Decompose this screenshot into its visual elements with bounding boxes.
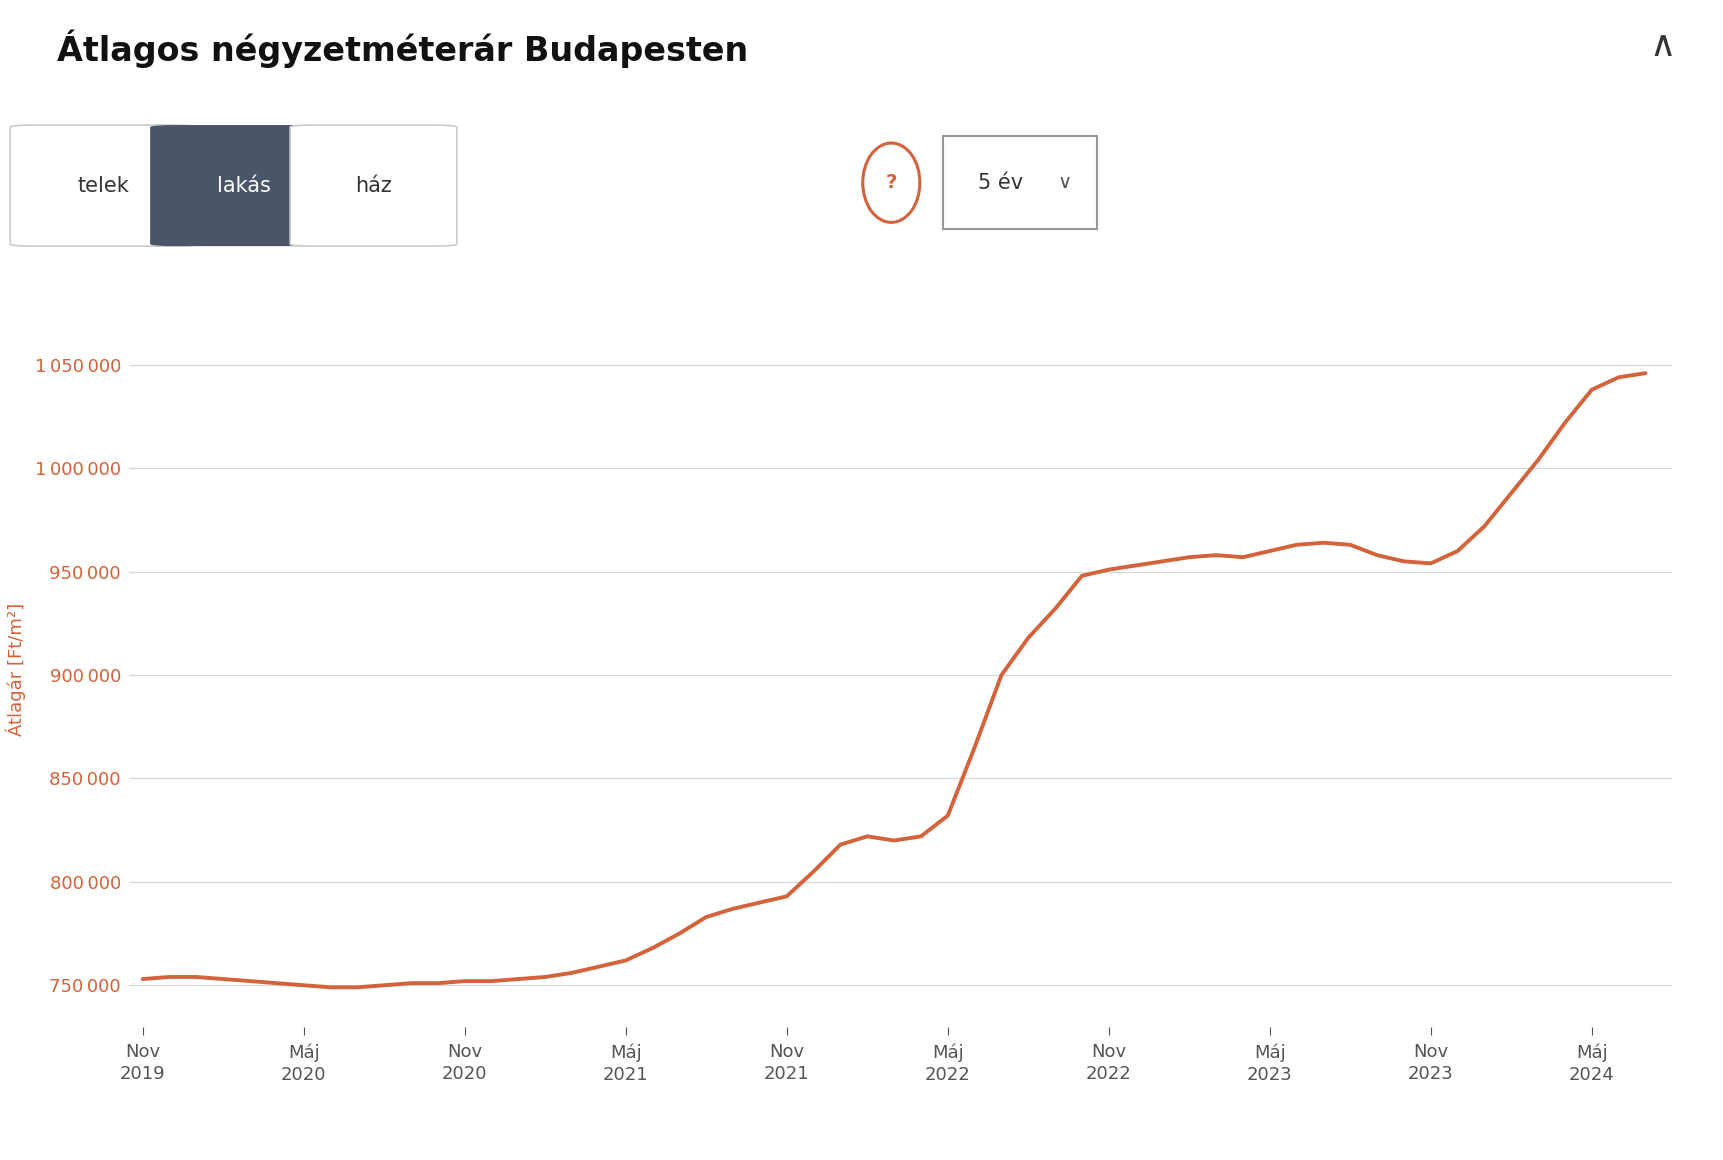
FancyBboxPatch shape [10,125,196,246]
Text: ∧: ∧ [1649,29,1675,63]
Text: ház: ház [355,175,391,196]
FancyBboxPatch shape [150,125,336,246]
Text: ∨: ∨ [1056,173,1072,193]
Text: 5 év: 5 év [977,173,1022,193]
Text: telek: telek [78,175,129,196]
Y-axis label: Átlagár [Ft/m²]: Átlagár [Ft/m²] [5,603,26,737]
Text: lakás: lakás [217,175,271,196]
FancyBboxPatch shape [289,125,457,246]
Text: Átlagos négyzetméterár Budapesten: Átlagos négyzetméterár Budapesten [57,29,748,67]
FancyBboxPatch shape [942,137,1096,229]
Text: ?: ? [886,173,896,193]
